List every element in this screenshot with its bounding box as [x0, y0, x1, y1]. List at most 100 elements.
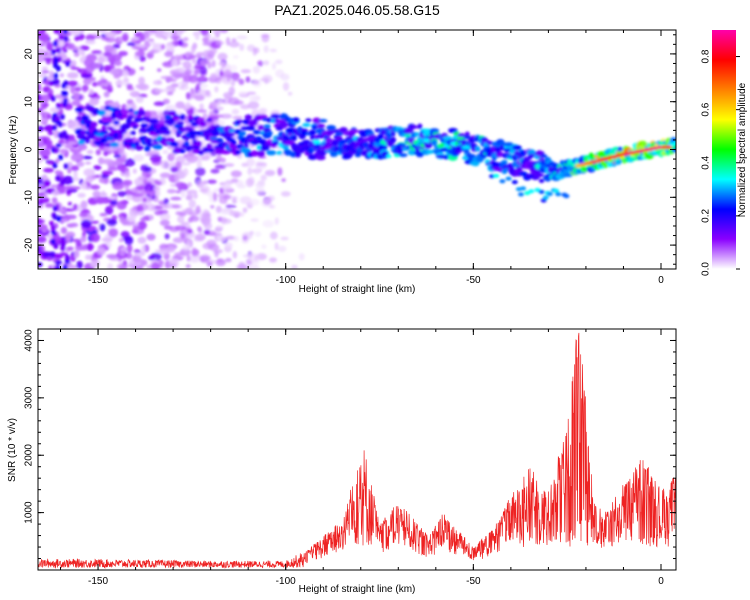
- spectrogram-cell: [429, 128, 440, 133]
- spectrogram-cell: [107, 263, 114, 269]
- spectrogram-cell: [389, 136, 397, 144]
- spectrogram-cell: [163, 198, 169, 205]
- spectrogram-cell: [164, 51, 174, 58]
- spectrogram-cell: [70, 66, 80, 70]
- spectrogram-cell: [185, 154, 195, 161]
- spectrogram-cell: [254, 187, 266, 194]
- spectrogram-cell: [469, 143, 478, 148]
- spectrogram-cell: [59, 208, 67, 214]
- spectrogram-cell: [202, 50, 208, 59]
- spectrogram-cell: [55, 265, 61, 269]
- spectrogram-cell: [153, 101, 165, 106]
- spectrogram-cell: [298, 253, 305, 261]
- spectrogram-xlabel: Height of straight line (km): [299, 284, 416, 295]
- spectrogram-cell: [85, 254, 92, 260]
- spectrogram-cell: [538, 189, 545, 194]
- spectrogram-cell: [86, 149, 94, 155]
- spectrogram-cell: [53, 62, 58, 69]
- spectrogram-cell: [79, 212, 88, 218]
- spectrogram-cell: [38, 136, 43, 142]
- spectrogram-cell: [90, 184, 101, 190]
- spectrogram-cell: [89, 121, 98, 128]
- spectrogram-cell: [38, 245, 42, 253]
- spectrogram-cell: [73, 52, 80, 57]
- spectrogram-cell: [38, 201, 44, 205]
- spectrogram-cell: [209, 110, 215, 117]
- spectrogram-cell: [124, 158, 136, 167]
- snr-frame: [37, 328, 677, 571]
- spectrogram-cell: [239, 43, 245, 52]
- spectrogram-cell: [173, 173, 178, 177]
- spectrogram-cell: [100, 192, 108, 197]
- spectrogram-cell: [69, 222, 79, 228]
- spectrogram-cell: [154, 210, 164, 216]
- spectrogram-cell: [99, 212, 108, 217]
- spectrogram-cell: [555, 192, 562, 197]
- spectrogram-cell: [155, 190, 161, 197]
- spectrogram-cell: [58, 40, 65, 47]
- spectrogram-cell: [237, 119, 243, 124]
- spectrogram-cell: [179, 113, 186, 121]
- spectrogram-cell: [311, 124, 318, 130]
- spectrogram-cell: [63, 90, 68, 97]
- spectrogram-cell: [160, 160, 170, 170]
- spectrogram-cell: [225, 257, 232, 263]
- spectrogram-cell: [67, 167, 72, 174]
- spectrogram-cell: [101, 170, 114, 175]
- spectrogram-cell: [192, 58, 197, 64]
- spectrogram-cell: [522, 156, 532, 161]
- spectrogram-cell: [133, 249, 141, 253]
- spectrogram-cell: [85, 34, 96, 42]
- spectrogram-cell: [96, 30, 108, 33]
- spectrogram-cell: [195, 205, 201, 214]
- spectrogram-cell: [415, 151, 424, 158]
- spectrogram-cell: [542, 195, 549, 200]
- spectrogram-cell: [214, 250, 219, 258]
- spectrogram-cell: [99, 142, 105, 147]
- figure-title: PAZ1.2025.046.05.58.G15: [274, 2, 440, 18]
- spectrogram-cell: [208, 232, 216, 236]
- spectrogram-cell: [277, 245, 287, 252]
- spectrogram-cell: [71, 100, 81, 106]
- spectrogram-cell: [211, 129, 220, 137]
- spectrogram-cell: [134, 39, 142, 45]
- spectrogram-cell: [276, 150, 283, 156]
- spectrogram-cell: [106, 254, 118, 259]
- spectrogram-cell: [103, 150, 109, 157]
- spectrogram-cell: [210, 168, 220, 174]
- spectrogram-cell: [107, 167, 119, 171]
- spectrogram-cell: [215, 258, 226, 267]
- spectrogram-cell: [104, 44, 115, 52]
- spectrogram-cell: [70, 165, 79, 172]
- spectrogram-cell: [85, 53, 98, 63]
- spectrogram-cell: [233, 55, 239, 59]
- spectrogram-cell: [195, 140, 203, 147]
- spectrogram-cell: [93, 165, 102, 171]
- spectrogram-cell: [390, 132, 396, 137]
- spectrogram-cell: [215, 205, 222, 214]
- spectrogram-cell: [77, 112, 87, 116]
- spectrogram-cell: [196, 180, 204, 189]
- spectrogram-cell: [218, 100, 224, 104]
- spectrogram-cell: [123, 137, 134, 143]
- spectrogram-cell: [202, 180, 208, 185]
- spectrogram-cell: [214, 86, 219, 93]
- spectrogram-cell: [499, 179, 506, 184]
- spectrogram-cell: [512, 145, 522, 151]
- spectrogram-cell: [78, 144, 88, 151]
- spectrogram-cell: [47, 131, 54, 136]
- spectrogram-cell: [38, 223, 48, 230]
- spectrogram-cell: [116, 200, 127, 210]
- spectrogram-cell: [252, 95, 261, 102]
- spectrogram-cell: [540, 154, 548, 158]
- spectrogram-cell: [144, 152, 154, 157]
- spectrogram-cell: [518, 192, 524, 197]
- spectrogram-cell: [146, 233, 156, 241]
- spectrogram-cell: [58, 34, 64, 41]
- spectrogram-cell: [108, 146, 119, 152]
- spectrogram-cell: [52, 213, 58, 220]
- spectrogram-cell: [38, 217, 42, 226]
- spectrogram-cell: [62, 175, 74, 185]
- spectrogram-cell: [152, 144, 163, 150]
- spectrogram-cell: [519, 149, 527, 157]
